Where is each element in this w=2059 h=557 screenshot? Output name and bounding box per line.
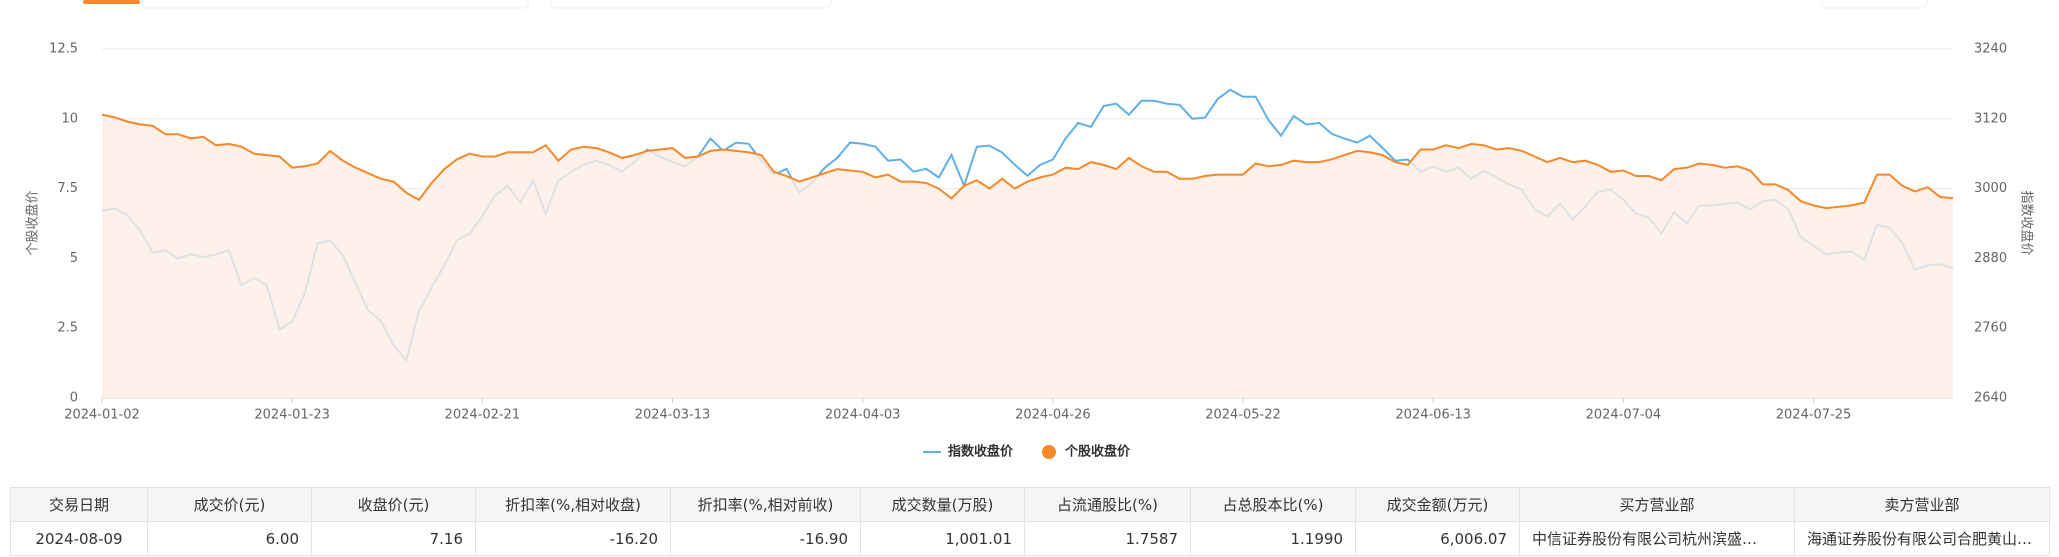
y2-tick-label: 3000 [1974, 181, 2007, 196]
header-cell: 买方营业部 [1519, 487, 1795, 522]
y-tick-label: 5 [70, 251, 78, 266]
cell: -16.20 [475, 521, 671, 556]
cell: 1,001.01 [860, 521, 1025, 556]
y-tick-label: 10 [61, 111, 78, 126]
y2-tick-label: 2880 [1974, 251, 2007, 266]
header-cell: 成交金额(万元) [1355, 487, 1520, 522]
x-tick-label: 2024-03-13 [635, 408, 711, 423]
cell: 6.00 [147, 521, 312, 556]
x-tick-label: 2024-07-25 [1776, 408, 1852, 423]
cell: 中信证券股份有限公司杭州滨盛… [1519, 521, 1795, 556]
y2-tick-label: 3120 [1974, 111, 2007, 126]
cell: -16.90 [670, 521, 861, 556]
table-row: 交易日期 成交价(元) 收盘价(元) 折扣率(%,相对收盘) 折扣率(%,相对前收) 成交… [10, 487, 2050, 522]
header-cell: 交易日期 [10, 487, 148, 522]
y-tick-label: 7.5 [57, 181, 78, 196]
header-cell: 成交价(元) [147, 487, 312, 522]
y2-tick-label: 2640 [1974, 391, 2007, 406]
y-tick-label: 12.5 [49, 42, 78, 57]
x-tick-label: 2024-04-03 [825, 408, 901, 423]
legend-marker [1042, 445, 1056, 459]
x-tick-label: 2024-05-22 [1205, 408, 1281, 423]
table: 交易日期 成交价(元) 收盘价(元) 折扣率(%,相对收盘) 折扣率(%,相对前收) 成交… [10, 487, 2050, 556]
select[interactable] [550, 0, 832, 9]
y-tick-label: 0 [70, 391, 78, 406]
cell: 1.7587 [1024, 521, 1191, 556]
header-cell: 占流通股比(%) [1024, 487, 1191, 522]
header-cell: 卖方营业部 [1794, 487, 2050, 522]
chart: 个股收盘价 指数收盘价 0 2.5 5 7.5 10 12.5 2640 2760 2880 30… [25, 0, 2035, 460]
tab[interactable] [141, 0, 529, 9]
header-cell: 折扣率(%,相对收盘) [475, 487, 671, 522]
line [101, 113, 1954, 210]
area [102, 114, 1953, 398]
legend-label: 个股收盘价 [1064, 444, 1131, 460]
x-tick-label: 2024-02-21 [445, 408, 521, 423]
legend-label: 指数收盘价 [948, 444, 1014, 460]
x-tick-label: 2024-01-23 [254, 408, 330, 423]
y2-tick-label: 3240 [1974, 42, 2007, 57]
x-tick-label: 2024-01-02 [64, 408, 140, 423]
button[interactable] [1821, 0, 1928, 9]
header-cell: 占总股本比(%) [1190, 487, 1356, 522]
header-cell: 收盘价(元) [311, 487, 476, 522]
y2-axis-title: 指数收盘价 [2019, 190, 2035, 255]
x-tick-label: 2024-04-26 [1015, 408, 1091, 423]
y-axis-title: 个股收盘价 [25, 190, 41, 255]
y2-tick-label: 2760 [1974, 321, 2007, 336]
y-tick-label: 2.5 [57, 321, 78, 336]
cell: 6,006.07 [1355, 521, 1520, 556]
cell: 7.16 [311, 521, 476, 556]
header-cell: 成交数量(万股) [860, 487, 1025, 522]
header-cell: 折扣率(%,相对前收) [670, 487, 861, 522]
cell: 海通证券股份有限公司合肥黄山… [1794, 521, 2050, 556]
tab-active[interactable] [83, 0, 140, 4]
cell: 2024-08-09 [10, 521, 148, 556]
x-tick-label: 2024-06-13 [1395, 408, 1471, 423]
x-tick-label: 2024-07-04 [1586, 408, 1662, 423]
table-row: 2024-08-09 6.00 7.16 -16.20 -16.90 1,001.01 1.… [10, 521, 2050, 556]
cell: 1.1990 [1190, 521, 1356, 556]
